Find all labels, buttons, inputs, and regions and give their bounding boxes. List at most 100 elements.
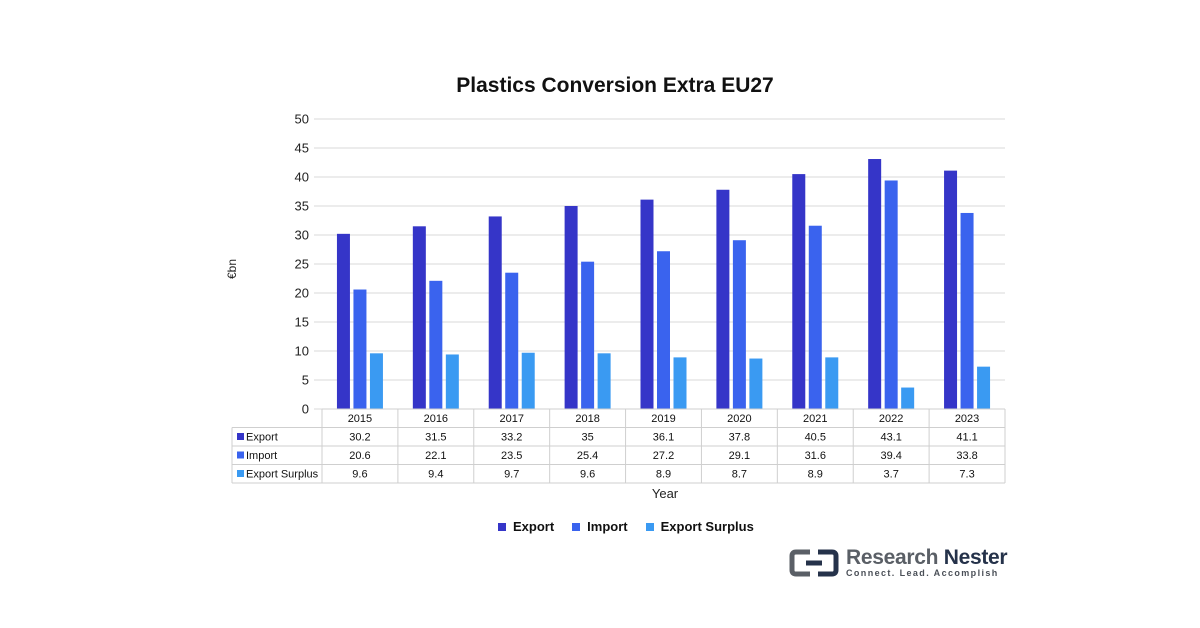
y-tick-label-20: 20 [295, 286, 309, 301]
bar-export-surplus-2019 [673, 357, 687, 409]
x-tick-label-2017: 2017 [499, 413, 523, 425]
table-swatch-export-surplus [237, 470, 244, 477]
table-swatch-export [237, 433, 244, 440]
y-tick-label-45: 45 [295, 141, 309, 156]
legend-swatch-export [498, 522, 506, 531]
data-label-export-2018: 35 [581, 432, 593, 444]
data-label-export-2015: 30.2 [349, 432, 370, 444]
bar-export-2019 [640, 199, 654, 409]
data-label-import-2023: 33.8 [956, 450, 977, 462]
bar-import-2022 [884, 180, 898, 409]
y-tick-label-35: 35 [295, 199, 309, 214]
data-label-export-2021: 40.5 [805, 432, 826, 444]
bar-import-2018 [581, 261, 595, 409]
bar-export-surplus-2018 [597, 353, 611, 409]
bar-import-2021 [808, 225, 822, 409]
bar-import-2016 [429, 280, 443, 409]
bar-export-surplus-2021 [825, 357, 839, 409]
data-label-import-2019: 27.2 [653, 450, 674, 462]
y-tick-label-40: 40 [295, 170, 309, 185]
data-label-export-2016: 31.5 [425, 432, 446, 444]
data-label-export-surplus-2020: 8.7 [732, 469, 747, 481]
bar-export-2023 [944, 170, 958, 409]
data-label-export-2020: 37.8 [729, 432, 750, 444]
data-label-export-surplus-2017: 9.7 [504, 469, 519, 481]
legend-label-export: Export [513, 519, 555, 534]
legend-item-export-surplus: Export Surplus [645, 519, 754, 534]
y-tick-label-15: 15 [295, 315, 309, 330]
brand-name-part2: Nester [943, 546, 1008, 569]
data-label-import-2015: 20.6 [349, 450, 370, 462]
data-label-export-surplus-2023: 7.3 [959, 469, 974, 481]
data-label-export-surplus-2022: 3.7 [884, 469, 899, 481]
data-label-export-2022: 43.1 [880, 432, 901, 444]
data-label-export-surplus-2019: 8.9 [656, 469, 671, 481]
bar-export-2015 [336, 233, 350, 409]
table-row-label-import: Import [246, 450, 277, 462]
bar-export-2022 [868, 159, 882, 409]
y-tick-label-30: 30 [295, 228, 309, 243]
y-tick-label-5: 5 [302, 373, 309, 388]
data-label-export-surplus-2018: 9.6 [580, 469, 595, 481]
y-tick-label-50: 50 [295, 112, 309, 127]
bar-import-2019 [657, 251, 670, 409]
x-tick-label-2021: 2021 [803, 413, 827, 425]
x-tick-label-2020: 2020 [727, 413, 751, 425]
bar-export-2018 [564, 206, 578, 409]
legend-item-export: Export [498, 519, 554, 534]
bar-export-surplus-2023 [977, 366, 991, 409]
table-row-label-export: Export [246, 432, 278, 444]
x-tick-label-2019: 2019 [651, 413, 675, 425]
table-swatch-import [237, 451, 244, 459]
brand-text: Research Nester Connect. Lead. Accomplis… [846, 546, 1008, 578]
data-label-export-2019: 36.1 [653, 432, 674, 444]
bar-export-surplus-2016 [445, 354, 459, 409]
x-tick-label-2022: 2022 [879, 413, 903, 425]
data-label-import-2016: 22.1 [425, 450, 446, 462]
bar-export-2016 [412, 226, 426, 409]
bar-export-surplus-2022 [901, 387, 915, 409]
legend-label-import: Import [587, 519, 628, 534]
data-label-export-surplus-2016: 9.4 [428, 469, 443, 481]
brand-name: Research Nester [846, 546, 1008, 569]
x-tick-label-2023: 2023 [955, 413, 979, 425]
bar-export-2021 [792, 174, 806, 409]
bar-export-surplus-2020 [749, 358, 763, 409]
research-nester-logo-icon [789, 549, 839, 577]
bar-import-2017 [505, 272, 519, 409]
data-label-import-2018: 25.4 [577, 450, 598, 462]
data-label-import-2017: 23.5 [501, 450, 522, 462]
data-label-import-2022: 39.4 [880, 450, 901, 462]
chart-legend: Export Import Export Surplus [498, 519, 754, 534]
legend-label-export-surplus: Export Surplus [660, 519, 754, 534]
bar-export-2017 [488, 216, 502, 409]
bar-export-2020 [716, 189, 730, 409]
data-label-import-2021: 31.6 [805, 450, 826, 462]
data-label-export-2017: 33.2 [501, 432, 522, 444]
brand-tagline: Connect. Lead. Accomplish [846, 568, 999, 578]
brand-block: Research Nester Connect. Lead. Accomplis… [788, 546, 1008, 578]
x-tick-label-2018: 2018 [575, 413, 599, 425]
data-label-import-2020: 29.1 [729, 450, 750, 462]
data-label-export-2023: 41.1 [956, 432, 977, 444]
bar-export-surplus-2017 [521, 352, 535, 409]
bar-import-2015 [353, 289, 367, 409]
y-tick-label-0: 0 [302, 402, 309, 417]
legend-swatch-export-surplus [645, 522, 654, 531]
table-row-label-export-surplus: Export Surplus [246, 469, 319, 481]
bar-import-2020 [732, 240, 746, 409]
bar-import-2023 [960, 212, 974, 409]
x-axis-label: Year [651, 486, 679, 501]
x-tick-label-2015: 2015 [348, 413, 372, 425]
brand-name-part1: Research [846, 546, 939, 569]
x-tick-label-2016: 2016 [424, 413, 448, 425]
y-tick-label-10: 10 [295, 344, 309, 359]
chart-title: Plastics Conversion Extra EU27 [456, 74, 774, 97]
data-label-export-surplus-2015: 9.6 [352, 469, 367, 481]
legend-item-import: Import [572, 519, 628, 534]
data-label-export-surplus-2021: 8.9 [808, 469, 823, 481]
bar-export-surplus-2015 [369, 353, 383, 409]
y-tick-label-25: 25 [295, 257, 309, 272]
legend-swatch-import [572, 522, 581, 531]
